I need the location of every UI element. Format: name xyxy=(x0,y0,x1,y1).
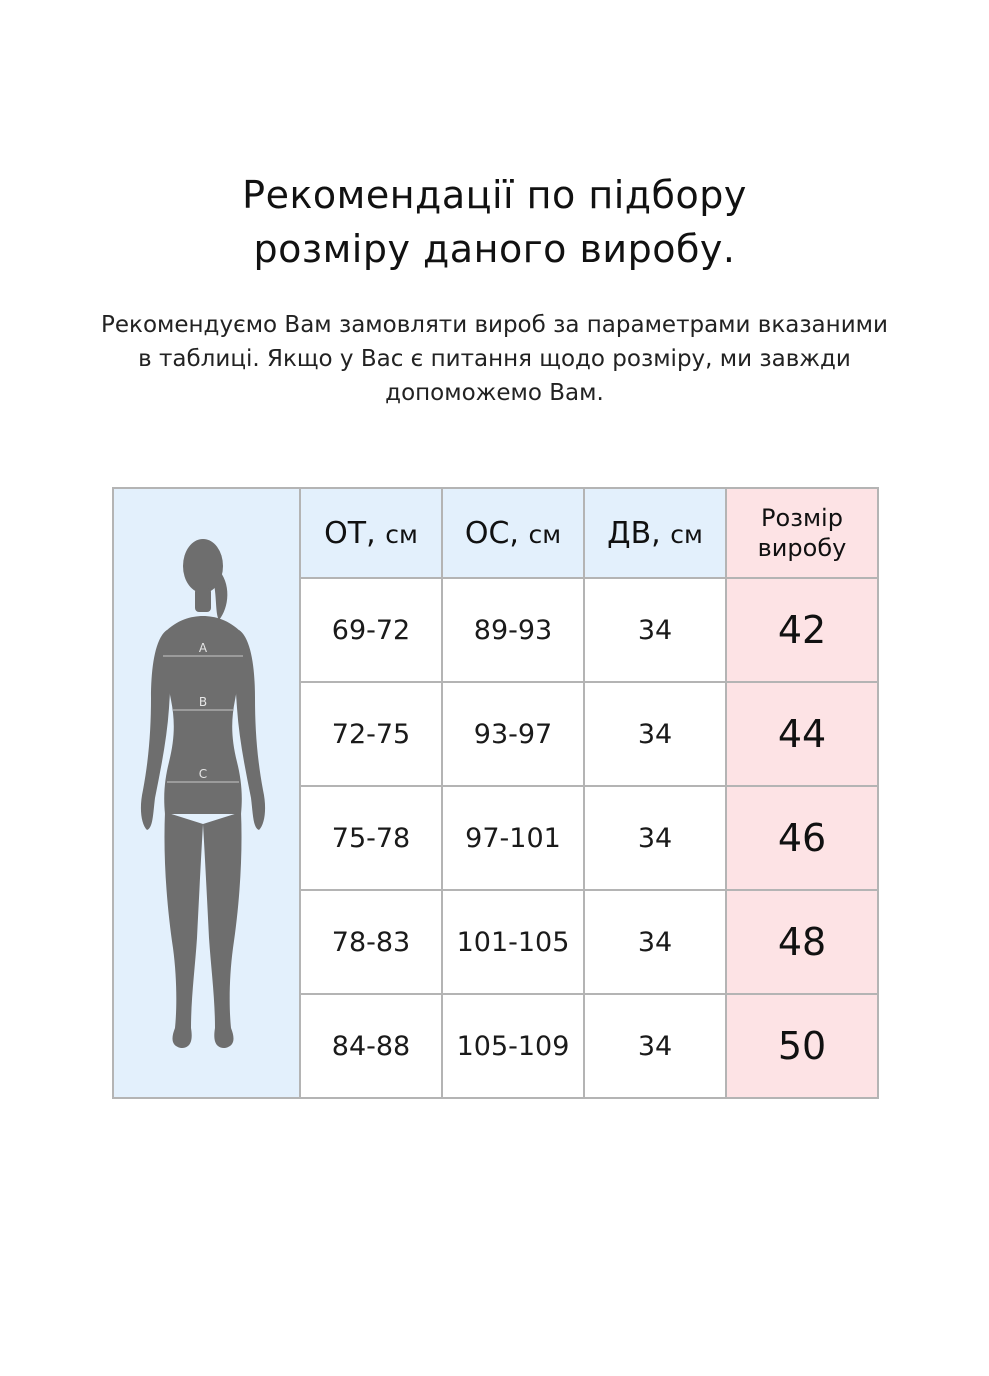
cell-os: 97-101 xyxy=(441,785,585,891)
header-size: Розмір виробу xyxy=(725,487,879,579)
mark-a: A xyxy=(198,641,207,655)
cell-dv: 34 xyxy=(583,785,727,891)
header-os: ОС, см xyxy=(441,487,585,579)
mark-c: C xyxy=(198,767,206,781)
subtitle-line-1: Рекомендуємо Вам замовляти вироб за пара… xyxy=(101,312,888,338)
cell-size: 44 xyxy=(725,681,879,787)
mark-b: B xyxy=(198,695,206,709)
header-size-line-1: Розмір xyxy=(761,504,843,532)
page-title: Рекомендації по підбору розміру даного в… xyxy=(0,168,989,276)
cell-ot: 69-72 xyxy=(299,577,443,683)
header-os-unit: см xyxy=(528,519,562,549)
subtitle-line-3: допоможемо Вам. xyxy=(385,380,604,406)
female-silhouette-icon: A B C xyxy=(140,539,265,1048)
cell-ot: 78-83 xyxy=(299,889,443,995)
cell-ot: 75-78 xyxy=(299,785,443,891)
cell-dv: 34 xyxy=(583,577,727,683)
cell-os: 93-97 xyxy=(441,681,585,787)
table-row: 84-88 105-109 34 50 xyxy=(113,993,879,1099)
table-row: 78-83 101-105 34 48 xyxy=(113,889,879,995)
table-row: 75-78 97-101 34 46 xyxy=(113,785,879,891)
cell-dv: 34 xyxy=(583,889,727,995)
page-subtitle: Рекомендуємо Вам замовляти вироб за пара… xyxy=(20,308,969,410)
cell-os: 105-109 xyxy=(441,993,585,1099)
header-ot-abbr: ОТ, xyxy=(324,515,376,551)
cell-ot: 72-75 xyxy=(299,681,443,787)
header-size-line-2: виробу xyxy=(757,534,847,562)
cell-size: 50 xyxy=(725,993,879,1099)
title-line-1: Рекомендації по підбору xyxy=(242,173,747,217)
table-row: 72-75 93-97 34 44 xyxy=(113,681,879,787)
cell-size: 42 xyxy=(725,577,879,683)
subtitle-line-2: в таблиці. Якщо у Вас є питання щодо роз… xyxy=(138,346,851,372)
cell-size: 46 xyxy=(725,785,879,891)
cell-os: 89-93 xyxy=(441,577,585,683)
header-ot-unit: см xyxy=(385,519,418,549)
header-ot: ОТ, см xyxy=(299,487,443,579)
cell-size: 48 xyxy=(725,889,879,995)
header-dv-unit: см xyxy=(670,519,703,549)
size-table: A B C ОТ, см ОС, см ДВ, см Розмір виробу… xyxy=(112,487,879,1099)
title-line-2: розміру даного виробу. xyxy=(253,227,736,271)
cell-ot: 84-88 xyxy=(299,993,443,1099)
table-row: 69-72 89-93 34 42 xyxy=(113,577,879,683)
cell-dv: 34 xyxy=(583,993,727,1099)
cell-dv: 34 xyxy=(583,681,727,787)
table-header-row: A B C ОТ, см ОС, см ДВ, см Розмір виробу xyxy=(112,487,879,1099)
header-dv: ДВ, см xyxy=(583,487,727,579)
header-dv-abbr: ДВ, xyxy=(607,515,661,551)
header-os-abbr: ОС, xyxy=(464,515,519,551)
figure-cell: A B C xyxy=(112,487,301,1099)
cell-os: 101-105 xyxy=(441,889,585,995)
